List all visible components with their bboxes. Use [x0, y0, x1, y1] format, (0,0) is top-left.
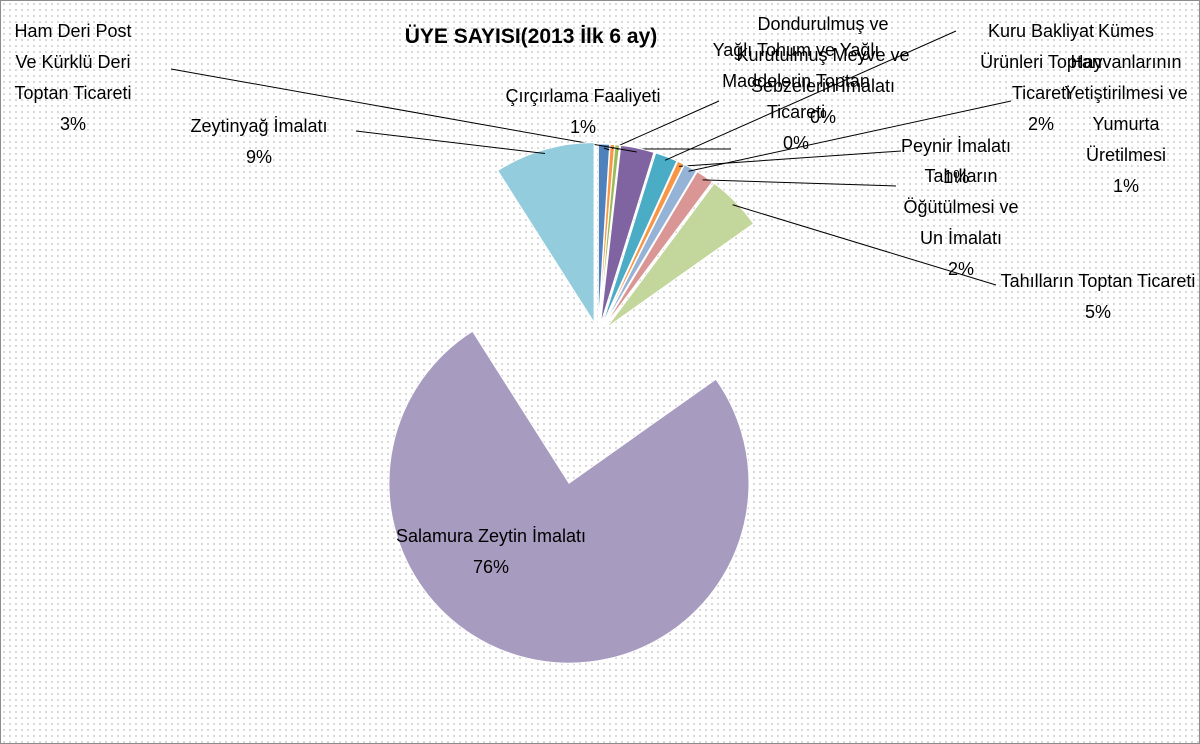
category-label: Çırçırlama Faaliyeti — [505, 86, 661, 106]
value-label: 2% — [1027, 114, 1054, 134]
pie-slice — [601, 152, 678, 325]
pie-slice — [496, 142, 595, 325]
pie-slice — [388, 330, 750, 664]
data-label: Zeytinyağ İmalatı 9% — [139, 111, 379, 173]
data-label: Dondurulmuş ve Kurutulmuş Meyve ve Sebze… — [728, 9, 918, 133]
value-label: 1% — [1112, 176, 1139, 196]
value-label: 1% — [942, 167, 969, 187]
data-label: Kümes Hayvanlarının Yetiştirilmesi ve Yu… — [1056, 16, 1196, 202]
leader-line — [664, 30, 957, 161]
value-label: 0% — [809, 107, 836, 127]
leader-line — [702, 179, 897, 187]
category-label: Kümes Hayvanlarının Yetiştirilmesi ve Yu… — [1064, 21, 1188, 165]
data-label: Yağlı Tohum ve Yağlı Maddelerin Toptan T… — [711, 35, 881, 159]
category-label: Tahılların Öğütülmesi ve Un İmalatı — [903, 166, 1019, 248]
pie-slice — [602, 160, 685, 326]
value-label: 1% — [569, 117, 596, 137]
pie-slice — [603, 163, 698, 326]
value-label: 76% — [472, 557, 510, 577]
leader-line — [688, 100, 1012, 172]
pie-slice — [604, 170, 714, 327]
category-label: Peynir İmalatı — [900, 136, 1012, 156]
data-label: Tahılların Toptan Ticareti 5% — [998, 266, 1198, 328]
category-label: Tahılların Toptan Ticareti — [1000, 271, 1196, 291]
value-label: 3% — [59, 114, 86, 134]
leader-line — [611, 100, 720, 149]
pie-slice — [606, 182, 755, 329]
data-label: Peynir İmalatı 1% — [896, 131, 1016, 193]
data-label: Tahılların Öğütülmesi ve Un İmalatı 2% — [901, 161, 1021, 285]
pie-slice — [597, 143, 611, 325]
pie-slice — [599, 144, 655, 325]
value-label: 5% — [1084, 302, 1111, 322]
pie-slice — [598, 144, 621, 325]
leader-line — [355, 130, 546, 155]
leader-line — [679, 150, 902, 167]
value-label: 2% — [947, 259, 974, 279]
category-label: Dondurulmuş ve Kurutulmuş Meyve ve Sebze… — [736, 14, 910, 96]
data-label: Kuru Bakliyat Ürünleri Toptan Ticareti 2% — [971, 16, 1111, 140]
value-label: 0% — [782, 133, 809, 153]
category-label: Kuru Bakliyat Ürünleri Toptan Ticareti — [980, 21, 1102, 103]
leader-line — [170, 68, 637, 153]
data-label: Çırçırlama Faaliyeti 1% — [463, 81, 703, 143]
leader-line — [732, 204, 997, 286]
chart-title: ÜYE SAYISI(2013 İlk 6 ay) — [404, 25, 658, 48]
value-label: 9% — [245, 147, 272, 167]
category-label: Ham Deri Post Ve Kürklü Deri Toptan Tica… — [14, 21, 132, 103]
data-label: Salamura Zeytin İmalatı 76% — [391, 521, 591, 583]
category-label: Salamura Zeytin İmalatı — [395, 526, 587, 546]
data-label: Ham Deri Post Ve Kürklü Deri Toptan Tica… — [3, 16, 143, 140]
category-label: Zeytinyağ İmalatı — [190, 116, 328, 136]
category-label: Yağlı Tohum ve Yağlı Maddelerin Toptan T… — [712, 40, 880, 122]
